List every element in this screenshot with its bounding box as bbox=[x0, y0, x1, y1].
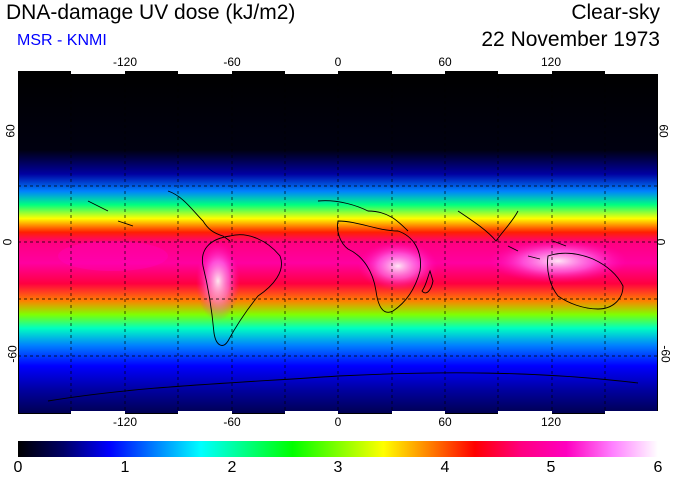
lat-tick-left: 0 bbox=[0, 238, 15, 246]
color-scale-bar bbox=[18, 441, 658, 457]
lon-tick-bottom: 0 bbox=[334, 415, 342, 429]
lon-tick-top: 0 bbox=[334, 55, 342, 69]
lat-tick-right: -60 bbox=[658, 345, 673, 363]
lon-tick-bottom: 60 bbox=[438, 415, 452, 429]
lat-tick-right: 60 bbox=[656, 124, 671, 138]
colorbar-tick: 4 bbox=[440, 459, 450, 476]
coast-pacific-islands bbox=[87, 200, 134, 227]
colorbar-tick: 1 bbox=[120, 459, 130, 476]
sky-condition-label: Clear-sky bbox=[571, 1, 660, 24]
coast-south-america bbox=[201, 234, 282, 346]
coastlines bbox=[47, 190, 639, 402]
coast-africa bbox=[337, 220, 421, 313]
lon-tick-bottom: 120 bbox=[540, 415, 562, 429]
uv-band-pacific bbox=[58, 241, 168, 271]
uv-maximum-indian-ocean bbox=[488, 239, 628, 283]
colorbar-tick: 6 bbox=[653, 459, 663, 476]
date-label: 22 November 1973 bbox=[481, 28, 660, 51]
lon-tick-bottom: -60 bbox=[223, 415, 241, 429]
uv-maximum-andes bbox=[196, 241, 240, 321]
uv-dose-map bbox=[18, 71, 658, 414]
colorbar-tick: 3 bbox=[333, 459, 343, 476]
coast-north-africa bbox=[317, 200, 409, 232]
graticule bbox=[18, 71, 658, 414]
colorbar-tick: 2 bbox=[227, 459, 237, 476]
source-label: MSR - KNMI bbox=[17, 32, 107, 49]
frame-ticks bbox=[71, 71, 658, 414]
coast-antarctica bbox=[47, 372, 639, 402]
lon-tick-top: 60 bbox=[438, 55, 452, 69]
lon-tick-bottom: -120 bbox=[112, 415, 138, 429]
lon-tick-top: -60 bbox=[223, 55, 241, 69]
coast-madagascar bbox=[421, 269, 434, 294]
coast-central-america bbox=[167, 190, 231, 242]
coast-arabia-india bbox=[457, 210, 519, 242]
colorbar-tick: 0 bbox=[13, 459, 23, 476]
lon-tick-top: 120 bbox=[540, 55, 562, 69]
lon-tick-top: -120 bbox=[112, 55, 138, 69]
colorbar-tick: 5 bbox=[546, 459, 556, 476]
map-title: DNA-damage UV dose (kJ/m2) bbox=[6, 1, 296, 24]
lat-tick-left: 60 bbox=[3, 124, 18, 138]
coast-australia bbox=[547, 252, 624, 310]
coast-indonesia bbox=[507, 240, 567, 260]
